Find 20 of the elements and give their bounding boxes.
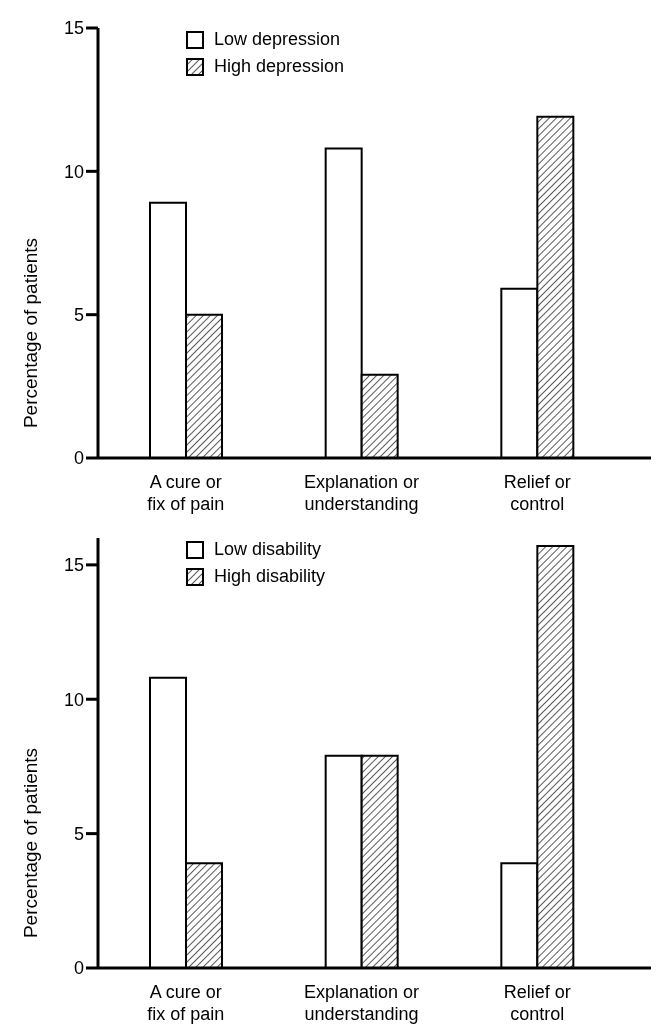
x-tick-label: Relief or control bbox=[503, 472, 571, 514]
y-axis-title: Percentage of patients bbox=[19, 237, 41, 429]
x-tick-label: A cure or fix of pain bbox=[147, 982, 225, 1024]
x-tick-label: Relief or control bbox=[503, 982, 571, 1024]
y-tick-label: 5 bbox=[73, 305, 84, 326]
y-tick-label: 0 bbox=[73, 958, 84, 979]
x-tick-label: Explanation or understanding bbox=[303, 982, 420, 1024]
y-axis-title: Percentage of patients bbox=[19, 747, 41, 939]
y-tick-label: 15 bbox=[63, 555, 84, 576]
legend-label: Low depression bbox=[214, 28, 341, 51]
y-tick-label: 10 bbox=[63, 689, 84, 710]
y-tick-label: 0 bbox=[73, 448, 84, 469]
y-tick-label: 5 bbox=[73, 824, 84, 845]
legend-label: Low disability bbox=[214, 538, 322, 561]
y-tick-label: 15 bbox=[63, 18, 84, 39]
x-tick-label: A cure or fix of pain bbox=[147, 472, 225, 514]
legend-label: High disability bbox=[214, 565, 326, 588]
legend-label: High depression bbox=[214, 55, 345, 78]
x-tick-label: Explanation or understanding bbox=[303, 472, 420, 514]
y-tick-label: 10 bbox=[63, 161, 84, 182]
